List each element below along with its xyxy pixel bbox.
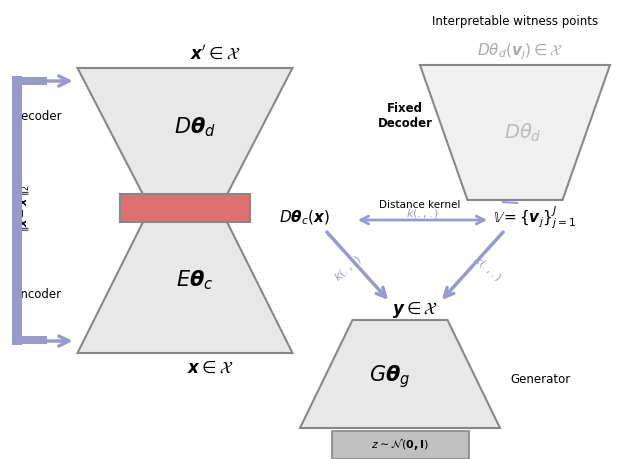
Text: Fixed
Decoder: Fixed Decoder — [378, 102, 433, 130]
Text: $D\theta_d$: $D\theta_d$ — [504, 121, 542, 144]
FancyBboxPatch shape — [22, 77, 47, 85]
Text: $E\boldsymbol{\theta}_c$: $E\boldsymbol{\theta}_c$ — [176, 269, 214, 292]
Text: Interpretable witness points: Interpretable witness points — [432, 16, 598, 28]
Polygon shape — [77, 208, 292, 353]
Text: $k(.,.)$: $k(.,.)$ — [332, 252, 365, 284]
Text: $\boldsymbol{x} \in \mathcal{X}$: $\boldsymbol{x} \in \mathcal{X}$ — [187, 359, 234, 376]
FancyBboxPatch shape — [22, 336, 47, 344]
Text: $G\boldsymbol{\theta}_g$: $G\boldsymbol{\theta}_g$ — [369, 363, 411, 390]
Text: Distance kernel: Distance kernel — [380, 200, 461, 210]
Text: Encoder: Encoder — [14, 289, 62, 302]
Polygon shape — [420, 65, 610, 200]
Text: Decoder: Decoder — [12, 111, 62, 123]
Text: $k(.,.)$: $k(.,.)$ — [471, 252, 505, 284]
FancyBboxPatch shape — [12, 76, 22, 345]
Text: $\|\boldsymbol{x} - \boldsymbol{x}'\|_2$: $\|\boldsymbol{x} - \boldsymbol{x}'\|_2$ — [17, 184, 33, 232]
Text: Generator: Generator — [510, 373, 570, 386]
Text: $D\boldsymbol{\theta}_c(\boldsymbol{x})$: $D\boldsymbol{\theta}_c(\boldsymbol{x})$ — [280, 209, 330, 227]
FancyBboxPatch shape — [120, 194, 250, 222]
Polygon shape — [300, 320, 500, 428]
Text: $D\boldsymbol{\theta}_d$: $D\boldsymbol{\theta}_d$ — [174, 115, 216, 139]
FancyBboxPatch shape — [332, 431, 468, 459]
Polygon shape — [77, 68, 292, 208]
Text: $k(.,.)$: $k(.,.)$ — [406, 207, 439, 219]
Text: $\mathbb{V} = \{\boldsymbol{v}_j\}_{j=1}^{J}$: $\mathbb{V} = \{\boldsymbol{v}_j\}_{j=1}… — [493, 205, 577, 231]
Text: $\boldsymbol{y} \in \mathcal{X}$: $\boldsymbol{y} \in \mathcal{X}$ — [392, 300, 438, 320]
Text: $\boldsymbol{x}' \in \mathcal{X}$: $\boldsymbol{x}' \in \mathcal{X}$ — [189, 45, 240, 63]
Text: $z \sim \mathcal{N}(\mathbf{0,I})$: $z \sim \mathcal{N}(\mathbf{0,I})$ — [371, 437, 429, 453]
Text: $D\theta_d(\boldsymbol{v}_j) \in \mathcal{X}$: $D\theta_d(\boldsymbol{v}_j) \in \mathca… — [477, 42, 563, 62]
